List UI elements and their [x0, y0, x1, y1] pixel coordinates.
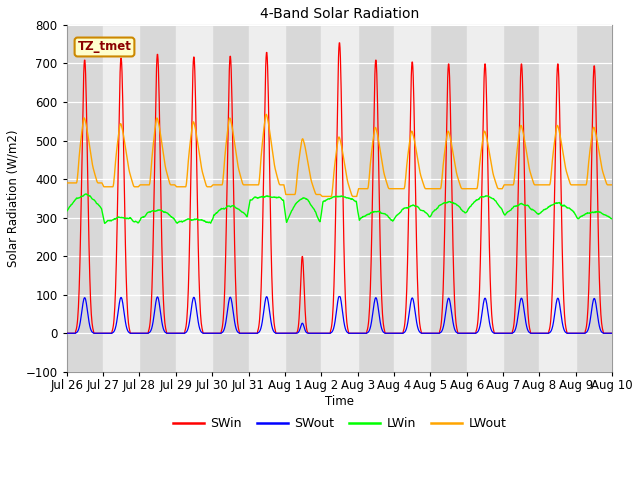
Legend: SWin, SWout, LWin, LWout: SWin, SWout, LWin, LWout — [168, 412, 511, 435]
X-axis label: Time: Time — [325, 395, 354, 408]
Bar — [394, 25, 430, 372]
Bar — [467, 25, 503, 372]
Text: TZ_tmet: TZ_tmet — [77, 40, 131, 53]
Bar — [248, 25, 285, 372]
Bar — [321, 25, 358, 372]
Bar — [103, 25, 140, 372]
Y-axis label: Solar Radiation (W/m2): Solar Radiation (W/m2) — [7, 130, 20, 267]
Title: 4-Band Solar Radiation: 4-Band Solar Radiation — [260, 7, 419, 21]
Bar — [176, 25, 212, 372]
Bar — [540, 25, 576, 372]
